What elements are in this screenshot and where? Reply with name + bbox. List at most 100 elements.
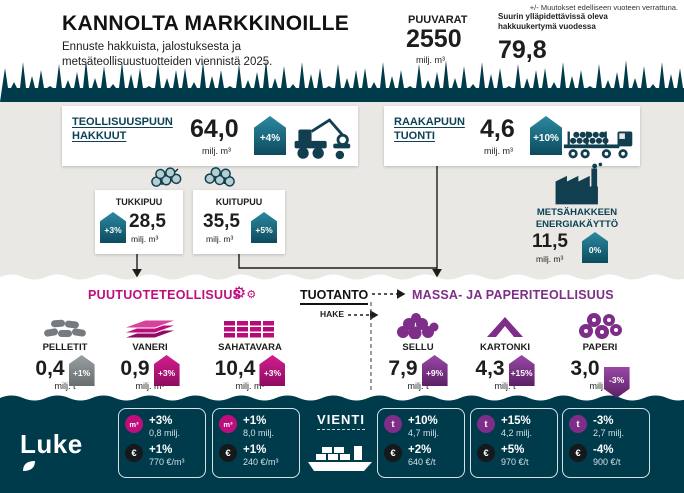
factory-icon	[555, 162, 603, 205]
product-unit: milj. m³	[135, 381, 165, 391]
forest-silhouette	[0, 60, 684, 102]
plywood-icon	[105, 312, 195, 339]
pulp-icon	[373, 312, 463, 339]
export-box-paperi: t -3% 2,7 milj. € -4% 900 €/t	[562, 408, 650, 478]
hakkuukertyma-value: 79,8	[498, 36, 547, 64]
product-name: PELLETIT	[42, 342, 88, 353]
footer-wave	[0, 395, 684, 405]
kuitupuu-unit: milj. m³	[206, 234, 234, 244]
export-value: 0,8 milj.	[149, 427, 181, 438]
product-sahatavara: SAHATAVARA 10,4 +3% milj. m³	[205, 312, 295, 391]
kuitupuu-box: KUITUPUU 35,5 +5% milj. m³	[193, 190, 285, 254]
energia-value: 11,5	[532, 231, 568, 252]
product-sellu: SELLU 7,9 +9% milj. t	[373, 312, 463, 391]
product-unit: milj. t	[407, 381, 429, 391]
kuitupuu-label: KUITUPUU	[215, 197, 263, 207]
page-subtitle: Ennuste hakkuista, jalostuksesta ja mets…	[62, 41, 273, 68]
export-change: +3%	[149, 415, 173, 427]
tuonti-label: RAAKAPUUN TUONTI	[394, 116, 465, 143]
product-value: 0,9	[120, 357, 150, 380]
product-kartonki: KARTONKI 4,3 +15% milj. t	[460, 312, 550, 391]
export-box-sahatavara: m³ +1% 8,0 milj. € +1% 240 €/m³	[212, 408, 300, 478]
hake-label: HAKE	[320, 309, 345, 319]
harvester-icon	[294, 118, 351, 160]
export-change: +10%	[408, 415, 438, 427]
log-truck-icon	[563, 131, 633, 159]
gear-icon: ⚙⚙	[232, 283, 257, 302]
product-unit: milj. m³	[235, 381, 265, 391]
euro-icon: €	[125, 444, 143, 463]
paper-rolls-icon	[555, 312, 645, 339]
tonne-icon: t	[477, 415, 495, 433]
hakkuut-value: 64,0	[190, 115, 239, 143]
tukkipuu-unit: milj. m³	[131, 234, 159, 244]
tonne-icon: t	[384, 415, 402, 433]
product-unit: milj. t	[54, 381, 76, 391]
hakkuut-box: TEOLLISUUSPUUN HAKKUUT 64,0 milj. m³ +4%	[62, 106, 358, 166]
euro-icon: €	[384, 444, 402, 463]
comparison-note: +/- Muutokset edelliseen vuoteen verratt…	[529, 3, 678, 12]
board-icon	[460, 312, 550, 339]
product-change-badge: +1%	[68, 355, 95, 386]
product-value: 0,4	[35, 357, 65, 380]
product-value: 7,9	[388, 357, 418, 380]
export-change: +1%	[243, 415, 267, 427]
tuonti-box: RAAKAPUUN TUONTI 4,6 milj. m³ +10%	[384, 106, 640, 166]
product-change-badge: +15%	[508, 355, 535, 386]
export-value: 8,0 milj.	[243, 427, 275, 438]
export-box-kartonki: t +15% 4,2 milj. € +5% 970 €/t	[470, 408, 558, 478]
product-name: VANERI	[132, 342, 168, 353]
gray-to-white-wave	[0, 274, 684, 286]
tuonti-value: 4,6	[480, 115, 515, 143]
tukkipuu-box: TUKKIPUU +3% 28,5 milj. m³	[95, 190, 183, 254]
export-value: 240 €/m³	[243, 457, 279, 468]
product-change-badge: +3%	[153, 355, 180, 386]
product-name: SAHATAVARA	[218, 342, 282, 353]
heading-tuotanto: TUOTANTO	[300, 288, 369, 305]
luke-logo: Luke	[20, 429, 83, 472]
page-title: KANNOLTA MARKKINOILLE	[62, 12, 350, 35]
euro-icon: €	[219, 444, 237, 463]
puuvarat-value: 2550	[406, 25, 462, 53]
hakkuut-label: TEOLLISUUSPUUN HAKKUUT	[72, 116, 173, 143]
export-change: +15%	[501, 415, 531, 427]
hakkuut-change-badge: +4%	[254, 116, 286, 155]
product-name: PAPERI	[582, 342, 618, 353]
export-value: 640 €/t	[408, 457, 436, 468]
energia-unit: milj. m³	[536, 254, 564, 264]
product-name: SELLU	[402, 342, 434, 353]
heading-puutuoteteollisuus: PUUTUOTETEOLLISUUS	[88, 288, 242, 302]
heading-massa-ja-paperiteollisuus: MASSA- JA PAPERITEOLLISUUS	[412, 288, 614, 302]
hakkuut-unit: milj. m³	[202, 146, 231, 156]
cubic-meter-icon: m³	[219, 415, 237, 433]
kuitupuu-value: 35,5	[203, 211, 240, 232]
export-box-sellu: t +10% 4,7 milj. € +2% 640 €/t	[377, 408, 465, 478]
product-change-badge: +9%	[421, 355, 448, 386]
tukkipuu-label: TUKKIPUU	[115, 197, 163, 207]
export-value: 970 €/t	[501, 457, 529, 468]
export-change: -3%	[593, 415, 614, 427]
euro-icon: €	[569, 444, 587, 463]
leaf-icon	[23, 461, 35, 471]
tuonti-unit: milj. m³	[484, 146, 513, 156]
euro-icon: €	[477, 444, 495, 463]
product-name: KARTONKI	[480, 342, 530, 353]
export-change: +1%	[243, 444, 267, 457]
product-change-badge: +3%	[259, 355, 286, 386]
product-unit: milj. t	[494, 381, 516, 391]
product-vaneri: VANERI 0,9 +3% milj. m³	[105, 312, 195, 391]
export-value: 2,7 milj.	[593, 427, 625, 438]
log-pile-icon	[151, 167, 235, 187]
puuvarat-unit: milj. m³	[416, 55, 445, 65]
export-change: +1%	[149, 444, 173, 457]
product-unit: milj. t	[589, 381, 611, 391]
export-value: 770 €/m³	[149, 457, 185, 468]
puuvarat-label: PUUVARAT	[408, 14, 468, 26]
product-value: 4,3	[475, 357, 505, 380]
export-box-vaneri: m³ +3% 0,8 milj. € +1% 770 €/m³	[118, 408, 206, 478]
product-value: 10,4	[214, 357, 256, 380]
vienti-label: VIENTI	[302, 412, 380, 430]
pellets-icon	[20, 312, 110, 339]
luke-logo-text: Luke	[20, 429, 83, 459]
